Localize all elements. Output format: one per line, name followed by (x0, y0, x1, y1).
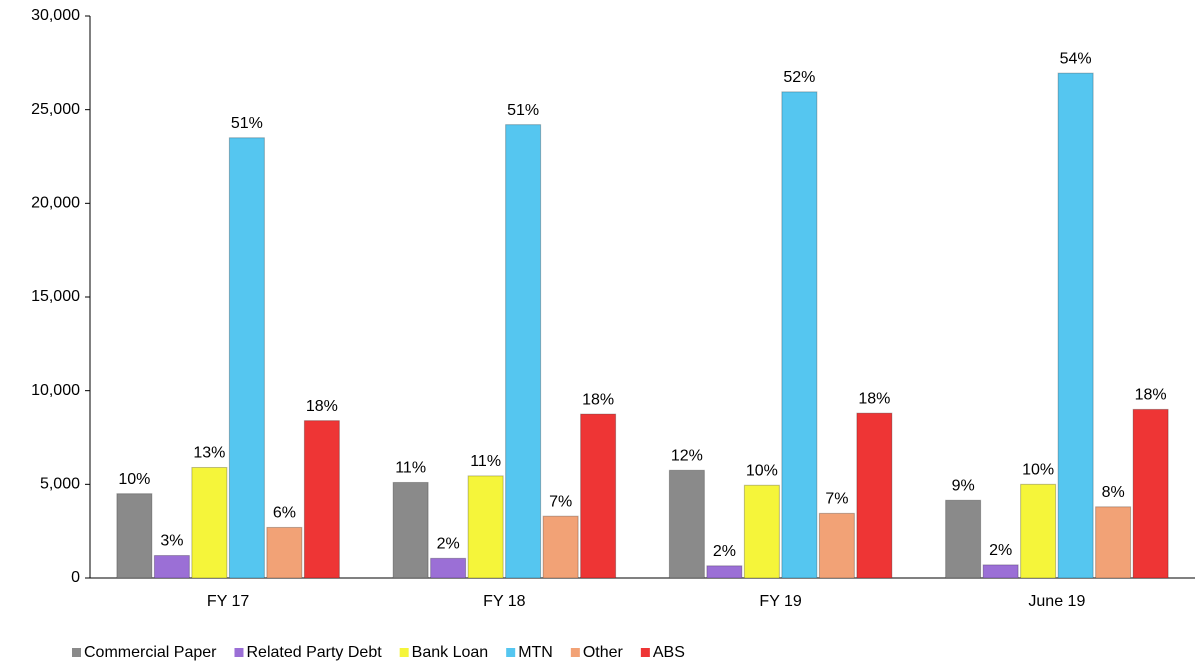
bar (542, 515, 579, 579)
y-tick-label: 15,000 (31, 288, 80, 305)
bar (743, 484, 780, 579)
legend-label: ABS (653, 644, 685, 661)
bar (467, 475, 504, 579)
legend-label: Commercial Paper (84, 644, 217, 661)
bar (580, 413, 617, 579)
data-label: 10% (118, 471, 150, 488)
legend-label: MTN (518, 644, 553, 661)
bar (191, 466, 228, 579)
data-label: 18% (1135, 387, 1167, 404)
bar (818, 512, 855, 579)
bar (781, 91, 818, 579)
y-tick-label: 10,000 (31, 382, 80, 399)
legend-swatch (234, 648, 244, 657)
data-label: 2% (713, 543, 736, 560)
bar (1095, 506, 1132, 579)
data-label: 11% (470, 453, 501, 470)
bar (1020, 483, 1057, 579)
data-label: 9% (952, 477, 975, 494)
y-tick-label: 0 (71, 569, 80, 586)
legend-swatch (570, 648, 580, 657)
data-label: 2% (437, 536, 460, 553)
data-label: 8% (1102, 484, 1125, 501)
bar (430, 557, 467, 579)
legend-label: Related Party Debt (246, 644, 382, 661)
bar (706, 565, 743, 579)
data-label: 13% (193, 445, 225, 462)
data-label: 10% (1022, 462, 1054, 479)
y-tick-label: 25,000 (31, 101, 80, 118)
data-label: 18% (306, 398, 338, 415)
legend-label: Other (583, 644, 624, 661)
bar (982, 564, 1019, 579)
y-tick-label: 30,000 (31, 7, 80, 24)
data-label: 18% (582, 391, 614, 408)
legend-label: Bank Loan (412, 644, 489, 661)
x-tick-label: FY 19 (759, 593, 802, 610)
bar (116, 493, 153, 579)
data-label: 11% (395, 460, 426, 477)
legend-swatch (640, 648, 650, 657)
x-tick-label: June 19 (1028, 593, 1085, 610)
bar (856, 412, 893, 579)
data-label: 54% (1060, 50, 1092, 67)
data-label: 2% (989, 542, 1012, 559)
data-label: 12% (671, 448, 703, 465)
data-label: 51% (231, 115, 263, 132)
data-label: 18% (858, 390, 890, 407)
data-label: 52% (783, 69, 815, 86)
bar (303, 420, 340, 579)
x-tick-label: FY 18 (483, 593, 526, 610)
bar (153, 555, 190, 579)
data-label: 10% (746, 462, 778, 479)
x-tick-label: FY 17 (207, 593, 250, 610)
legend-swatch (399, 648, 409, 657)
data-label: 7% (549, 493, 572, 510)
data-label: 7% (825, 491, 848, 508)
bar (392, 481, 429, 579)
bar (668, 469, 705, 579)
bar (945, 499, 982, 579)
y-tick-label: 5,000 (40, 476, 80, 493)
data-label: 6% (273, 505, 296, 522)
bar (505, 124, 542, 579)
data-label: 3% (160, 533, 183, 550)
data-label: 51% (507, 102, 539, 119)
legend-swatch (72, 648, 81, 657)
bar (1057, 72, 1094, 579)
y-tick-label: 20,000 (31, 195, 80, 212)
bar (1132, 408, 1169, 579)
bar (266, 526, 303, 579)
bar (228, 137, 265, 579)
legend-swatch (506, 648, 516, 657)
